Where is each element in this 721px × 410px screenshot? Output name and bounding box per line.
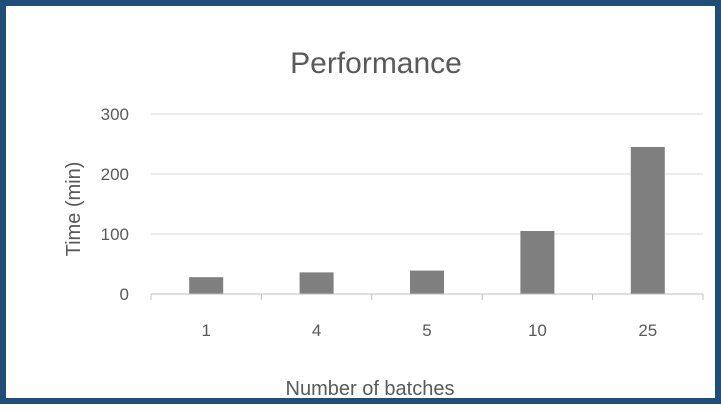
x-tick-label: 10 [528,321,547,340]
bar [299,272,334,294]
bar [630,147,665,294]
y-axis-label: Time (min) [63,162,85,257]
y-tick-label: 100 [101,225,129,244]
x-axis-label: Number of batches [286,378,455,400]
x-axis [150,293,704,300]
y-tick-label: 200 [101,165,129,184]
bar [410,270,444,294]
bar-chart: Performance Time (min) Number of batches… [63,47,704,400]
y-ticks: 0 100 200 300 [101,105,129,304]
x-ticks: 1 4 5 10 25 [201,321,657,340]
y-tick-label: 300 [101,105,129,124]
x-tick-label: 5 [422,321,431,340]
y-tick-label: 0 [120,285,129,304]
x-tick-label: 4 [312,321,321,340]
bar [520,231,555,294]
bars [189,147,665,294]
x-tick-label: 1 [201,321,210,340]
gridlines [151,113,703,235]
chart-title: Performance [290,47,462,80]
x-tick-label: 25 [638,321,657,340]
bar [189,277,224,294]
